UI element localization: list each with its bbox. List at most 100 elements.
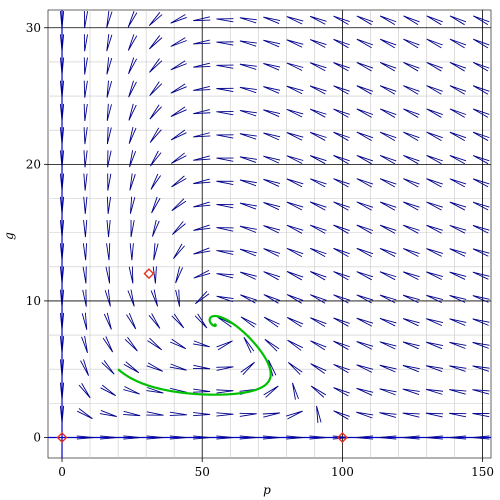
field-arrow <box>472 389 490 395</box>
field-arrow <box>99 410 117 418</box>
field-arrow <box>310 385 327 398</box>
field-arrow <box>59 57 65 75</box>
field-arrow <box>309 85 327 95</box>
field-arrow <box>102 336 114 353</box>
field-arrow <box>472 131 490 141</box>
field-arrow <box>333 294 350 304</box>
field-arrow <box>263 316 280 328</box>
field-arrow <box>149 104 162 120</box>
field-arrow <box>153 243 159 261</box>
field-arrow <box>356 224 374 234</box>
field-arrow <box>239 412 257 417</box>
field-arrow <box>146 387 164 394</box>
field-arrow <box>449 131 467 141</box>
y-tick-label: 20 <box>26 157 41 171</box>
field-arrow <box>106 103 112 121</box>
field-arrow <box>59 243 65 261</box>
field-arrow <box>402 365 420 373</box>
field-arrow <box>262 412 280 418</box>
field-arrow <box>309 224 327 234</box>
field-arrow <box>426 271 443 280</box>
field-arrow <box>309 15 327 25</box>
field-arrow <box>356 131 374 142</box>
field-arrow <box>240 361 255 375</box>
field-arrow <box>310 271 327 281</box>
field-arrow <box>333 387 350 397</box>
field-arrow <box>59 312 65 330</box>
field-arrow <box>105 266 111 284</box>
field-arrow <box>106 10 113 28</box>
field-arrow <box>472 271 490 280</box>
field-arrow <box>286 247 304 257</box>
field-arrow <box>123 410 141 417</box>
field-arrow <box>83 150 88 168</box>
x-tick-label: 0 <box>58 465 66 479</box>
field-arrow <box>379 248 397 257</box>
field-arrow <box>82 289 87 307</box>
field-arrow <box>123 361 140 374</box>
y-tick-label: 10 <box>26 294 41 308</box>
field-arrow <box>130 219 135 238</box>
field-arrow <box>426 85 443 95</box>
field-arrow <box>356 201 374 211</box>
field-arrow <box>149 58 163 73</box>
field-arrow <box>193 364 211 370</box>
field-arrow <box>286 224 304 234</box>
field-arrow <box>379 388 397 396</box>
field-arrow <box>194 313 208 329</box>
field-arrow <box>449 201 467 211</box>
equilibria-layer <box>56 268 348 444</box>
field-arrow <box>59 219 65 238</box>
field-arrow <box>333 108 350 118</box>
field-arrow <box>146 411 164 416</box>
field-arrow <box>403 201 420 211</box>
field-arrow <box>426 155 443 165</box>
field-arrow <box>379 271 397 281</box>
field-arrow <box>310 340 327 351</box>
field-arrow <box>426 294 444 304</box>
field-arrow <box>333 201 350 211</box>
field-arrow <box>263 39 281 48</box>
field-arrow <box>449 389 467 395</box>
field-arrow <box>426 15 443 26</box>
field-arrow <box>333 178 350 188</box>
field-arrow <box>124 336 138 352</box>
field-arrow <box>239 86 257 94</box>
field-arrow <box>59 150 65 168</box>
field-arrow <box>472 365 490 372</box>
field-arrow <box>472 201 490 211</box>
field-arrow <box>216 366 234 371</box>
field-arrow <box>449 178 467 188</box>
field-arrow <box>147 337 163 351</box>
field-arrow <box>425 412 444 418</box>
field-arrow <box>169 411 187 416</box>
field-arrow <box>403 248 420 257</box>
field-arrow <box>333 340 350 350</box>
field-arrow <box>193 62 211 68</box>
field-arrow <box>106 57 113 75</box>
field-arrow <box>263 132 281 141</box>
field-arrow <box>216 412 234 417</box>
field-arrow <box>309 39 327 48</box>
field-arrow <box>129 150 137 168</box>
field-arrow <box>263 294 280 304</box>
field-arrow <box>472 413 490 418</box>
field-arrow <box>403 85 420 95</box>
field-arrow <box>379 364 397 373</box>
field-arrow <box>59 80 65 98</box>
field-arrow <box>379 131 397 142</box>
field-arrow <box>103 312 112 330</box>
field-arrow <box>216 273 234 279</box>
field-arrow <box>379 61 397 72</box>
field-arrow <box>379 108 397 118</box>
field-arrow <box>379 15 397 26</box>
field-arrow <box>403 108 420 118</box>
field-arrow <box>59 289 65 307</box>
field-arrow <box>59 11 65 29</box>
field-arrow <box>59 173 65 191</box>
field-arrow <box>379 201 397 211</box>
field-arrow <box>83 127 88 145</box>
field-arrow <box>403 224 420 234</box>
field-arrow <box>106 34 113 52</box>
x-axis-label: p <box>263 483 271 497</box>
